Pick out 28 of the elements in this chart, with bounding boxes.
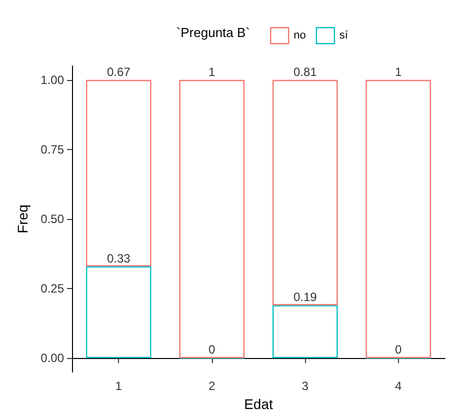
bar bbox=[366, 80, 432, 358]
y-tick-label: 0.50 bbox=[40, 212, 64, 226]
x-tick-label: 2 bbox=[208, 379, 216, 393]
y-axis-title: Freq bbox=[14, 204, 31, 234]
data-label: 0.67 bbox=[106, 64, 131, 79]
legend-title: `Pregunta B` bbox=[176, 25, 250, 40]
y-tick-label: 0.75 bbox=[40, 142, 64, 156]
data-label: 0 bbox=[208, 342, 216, 356]
x-tick-label: 3 bbox=[302, 379, 309, 393]
y-tick-label: 0.25 bbox=[40, 282, 64, 296]
x-axis-title: Edat bbox=[244, 396, 274, 412]
data-label: 0 bbox=[395, 342, 402, 356]
y-tick-label: 0.00 bbox=[40, 351, 64, 366]
bar bbox=[179, 80, 245, 358]
bar bbox=[86, 266, 152, 358]
x-tick-label: 1 bbox=[115, 379, 122, 393]
y-tick-label: 1.00 bbox=[40, 72, 64, 87]
bar bbox=[272, 305, 338, 358]
legend-label: sí bbox=[339, 30, 349, 42]
data-label: 0.33 bbox=[106, 251, 131, 266]
data-label: 0.81 bbox=[293, 64, 318, 79]
legend-label: no bbox=[294, 30, 306, 42]
bar bbox=[86, 80, 152, 266]
data-label: 1 bbox=[395, 64, 402, 79]
x-tick-label: 4 bbox=[395, 379, 402, 393]
data-label: 1 bbox=[208, 64, 216, 79]
bar bbox=[272, 80, 338, 306]
data-label: 0.19 bbox=[293, 290, 318, 304]
